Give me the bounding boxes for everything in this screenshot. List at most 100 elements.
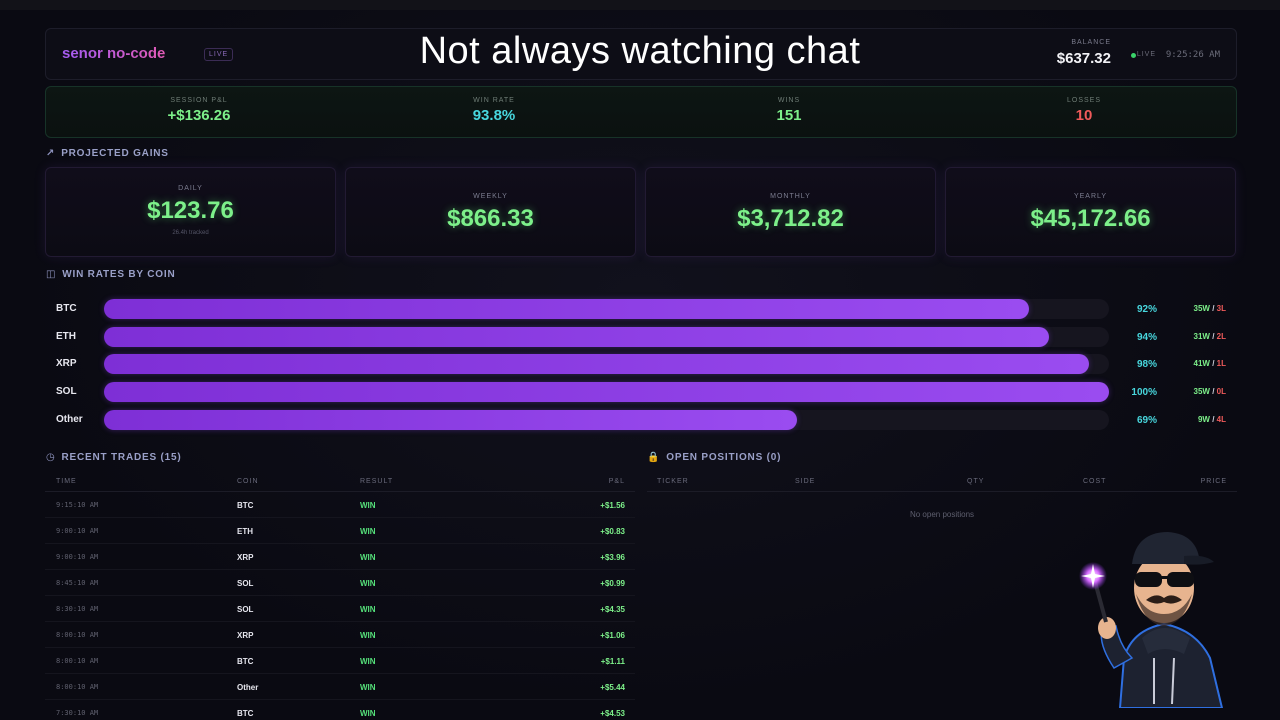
win-rate-percent: 94% xyxy=(1136,332,1157,343)
column-header-result: RESULT xyxy=(360,478,394,485)
projected-card-daily: DAILY $123.76 26.4h tracked xyxy=(45,167,336,257)
trade-pnl: +$1.06 xyxy=(600,631,625,640)
table-row: 9:00:10 AM ETH WIN +$0.83 xyxy=(45,518,635,544)
trade-coin: BTC xyxy=(237,709,254,718)
coin-label: SOL xyxy=(56,386,77,397)
stat-session-pnl: SESSION P&L +$136.26 xyxy=(99,97,299,124)
chart-icon: ◫ xyxy=(46,269,57,280)
trade-result: WIN xyxy=(360,631,376,640)
section-title-text: WIN RATES BY COIN xyxy=(62,269,176,280)
win-rate-track xyxy=(104,410,1109,430)
trend-up-icon: ↗ xyxy=(46,148,56,159)
card-value: $45,172.66 xyxy=(1030,205,1151,232)
stat-wins: WINS 151 xyxy=(689,97,889,124)
trade-time: 9:00:10 AM xyxy=(56,527,99,535)
trade-coin: XRP xyxy=(237,631,254,640)
trade-coin: XRP xyxy=(237,553,254,562)
column-header-ticker: TICKER xyxy=(657,478,689,485)
table-row: 8:30:10 AM SOL WIN +$4.35 xyxy=(45,596,635,622)
stat-value: +$136.26 xyxy=(167,107,231,124)
table-row: 8:00:10 AM XRP WIN +$1.06 xyxy=(45,622,635,648)
card-label: WEEKLY xyxy=(473,193,508,200)
trade-result: WIN xyxy=(360,553,376,562)
win-rate-fill xyxy=(104,410,798,430)
trade-time: 8:30:10 AM xyxy=(56,605,99,613)
column-header-side: SIDE xyxy=(795,478,816,485)
wins-count: 9W xyxy=(1197,415,1210,424)
win-rate-track xyxy=(104,299,1109,319)
projected-card-weekly: WEEKLY $866.33 xyxy=(345,167,636,257)
wins-count: 31W xyxy=(1193,332,1210,341)
balance-value: $637.32 xyxy=(1056,50,1111,67)
stat-label: WINS xyxy=(777,97,801,104)
coin-label: Other xyxy=(56,414,83,425)
losses-count: 2L xyxy=(1216,332,1226,341)
projected-gains-heading: ↗ PROJECTED GAINS xyxy=(46,148,169,159)
stat-value: 151 xyxy=(776,107,802,124)
trade-pnl: +$5.44 xyxy=(600,683,625,692)
column-header-qty: QTY xyxy=(967,478,985,485)
wins-count: 35W xyxy=(1193,387,1210,396)
clock: 9:25:26 AM xyxy=(1165,50,1220,60)
coin-label: BTC xyxy=(56,303,77,314)
win-rate-track xyxy=(104,327,1109,347)
trade-result: WIN xyxy=(360,709,376,718)
card-value: $123.76 xyxy=(147,197,234,224)
stream-overlay-caption: Not always watching chat xyxy=(419,30,861,72)
stat-value: 93.8% xyxy=(472,107,516,124)
card-label: YEARLY xyxy=(1073,193,1108,200)
trade-rows: 9:15:10 AM BTC WIN +$1.56 9:00:10 AM ETH WIN +$… xyxy=(45,492,635,720)
live-status-dot xyxy=(1131,53,1136,58)
win-rate-bars: BTC 92% 35W / 3L ETH 94% 31W / 2L XRP 98… xyxy=(45,291,1237,439)
table-header: TICKER SIDE QTY COST PRICE xyxy=(647,472,1237,492)
win-rate-percent: 69% xyxy=(1136,415,1157,426)
session-stats: SESSION P&L +$136.26 WIN RATE 93.8% WINS… xyxy=(45,86,1237,138)
table-row: 8:45:10 AM SOL WIN +$0.99 xyxy=(45,570,635,596)
win-rate-track xyxy=(104,354,1109,374)
win-loss-count: 35W / 0L xyxy=(1193,387,1226,396)
column-header-time: TIME xyxy=(56,478,77,485)
table-row: 7:30:10 AM BTC WIN +$4.53 xyxy=(45,700,635,720)
live-status-label: LIVE xyxy=(1136,51,1156,58)
win-rate-row: XRP 98% 41W / 1L xyxy=(45,354,1237,374)
brand-logo: senor no-code xyxy=(62,45,166,62)
trade-result: WIN xyxy=(360,527,376,536)
win-rate-track xyxy=(104,382,1109,402)
trade-pnl: +$0.99 xyxy=(600,579,625,588)
table-row: 8:00:10 AM BTC WIN +$1.11 xyxy=(45,648,635,674)
clock-icon: ◷ xyxy=(46,452,56,463)
win-loss-count: 31W / 2L xyxy=(1193,332,1226,341)
card-value: $866.33 xyxy=(447,205,534,232)
win-rate-fill xyxy=(104,354,1089,374)
losses-count: 1L xyxy=(1216,359,1226,368)
trade-coin: BTC xyxy=(237,501,254,510)
win-rate-row: ETH 94% 31W / 2L xyxy=(45,327,1237,347)
losses-count: 0L xyxy=(1216,387,1226,396)
column-header-coin: COIN xyxy=(237,478,259,485)
trade-time: 8:00:10 AM xyxy=(56,683,99,691)
trade-result: WIN xyxy=(360,683,376,692)
trade-result: WIN xyxy=(360,605,376,614)
trade-pnl: +$4.53 xyxy=(600,709,625,718)
recent-trades-table: TIME COIN RESULT P&L 9:15:10 AM BTC WIN +$1… xyxy=(45,472,635,720)
trade-time: 8:00:10 AM xyxy=(56,657,99,665)
trade-coin: Other xyxy=(237,683,259,692)
trade-coin: BTC xyxy=(237,657,254,666)
trade-result: WIN xyxy=(360,579,376,588)
wins-count: 35W xyxy=(1193,304,1210,313)
coin-label: ETH xyxy=(56,331,76,342)
trade-pnl: +$1.11 xyxy=(600,657,625,666)
table-row: 8:00:10 AM Other WIN +$5.44 xyxy=(45,674,635,700)
section-title-text: PROJECTED GAINS xyxy=(61,148,169,159)
win-loss-count: 35W / 3L xyxy=(1193,304,1226,313)
losses-count: 3L xyxy=(1216,304,1226,313)
live-tag: LIVE xyxy=(204,48,234,61)
trade-coin: SOL xyxy=(237,605,254,614)
table-row: 9:15:10 AM BTC WIN +$1.56 xyxy=(45,492,635,518)
table-row: 9:00:10 AM XRP WIN +$3.96 xyxy=(45,544,635,570)
win-rate-row: BTC 92% 35W / 3L xyxy=(45,299,1237,319)
trade-time: 9:15:10 AM xyxy=(56,501,99,509)
projected-card-monthly: MONTHLY $3,712.82 xyxy=(645,167,936,257)
empty-state-text: No open positions xyxy=(909,510,975,519)
